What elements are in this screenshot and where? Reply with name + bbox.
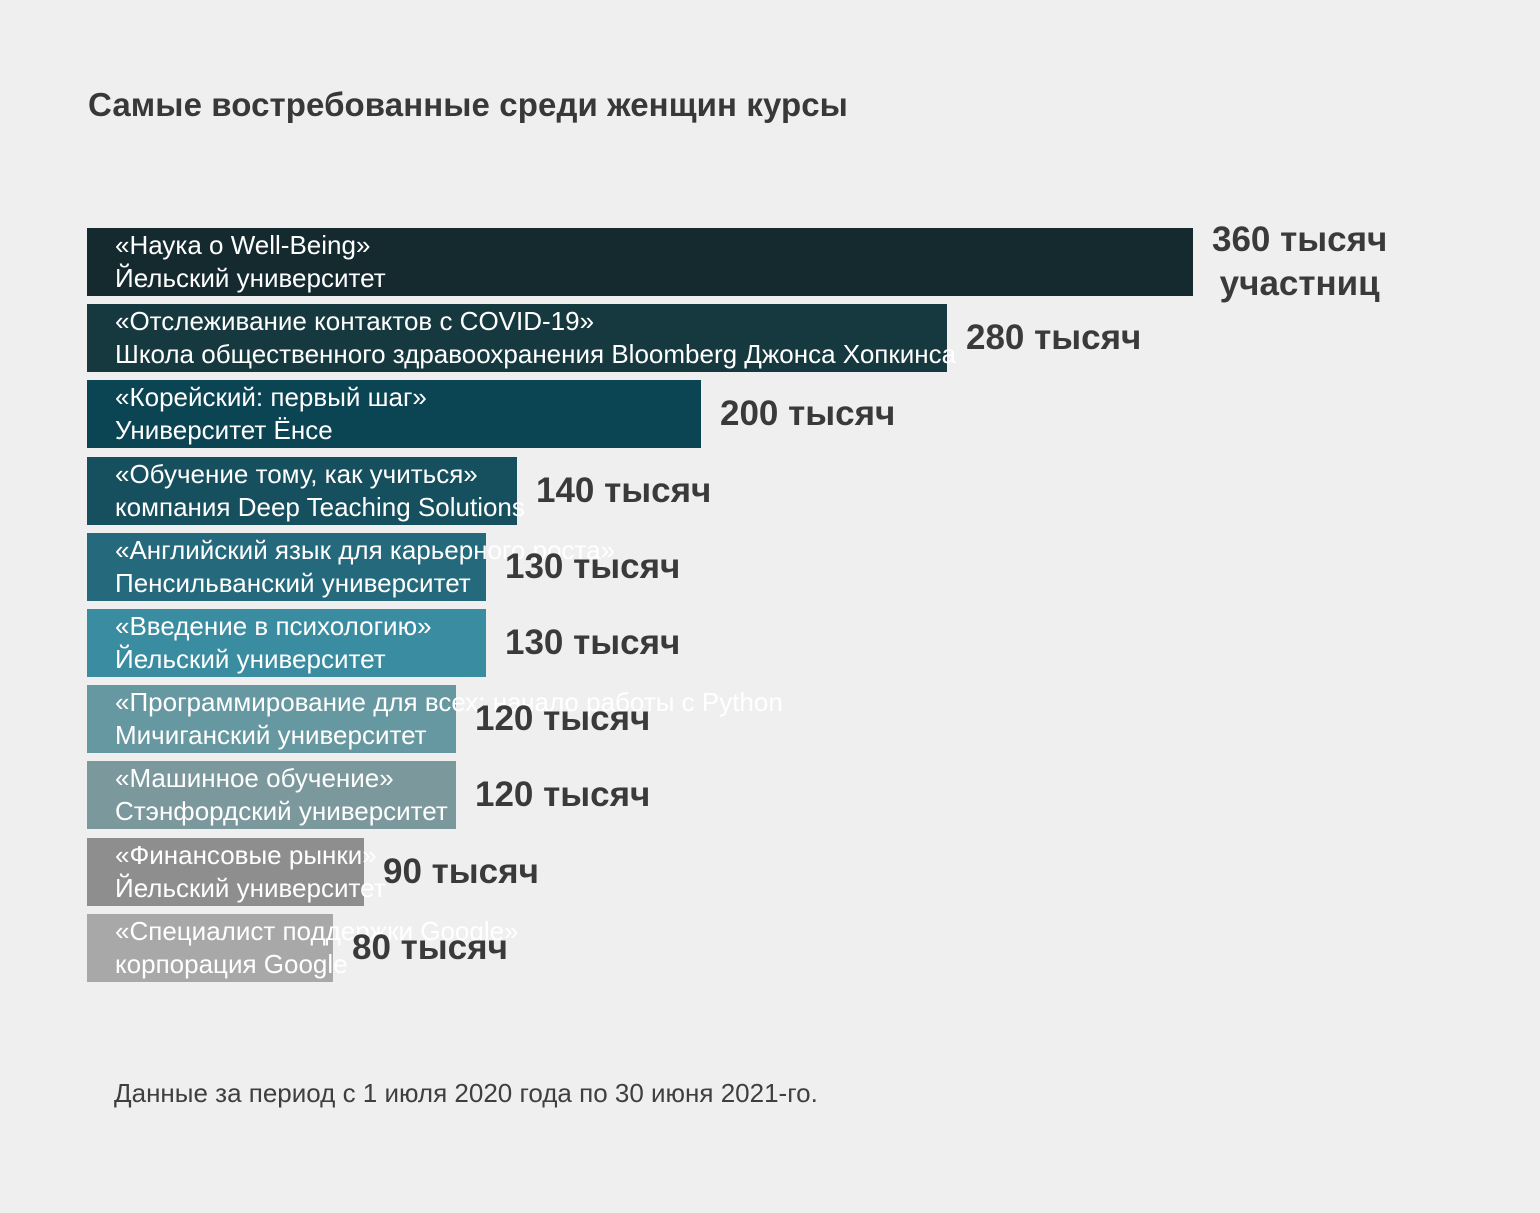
value-label-line: 120 тысяч [475,699,651,738]
bar [87,761,456,829]
course-provider: Йельский университет [115,644,386,674]
bar-value-label: 280 тысяч [966,316,1141,360]
course-provider: Пенсильванский университет [115,568,471,598]
bar [87,838,364,906]
course-provider: Йельский университет [115,873,386,903]
course-name: «Наука о Well-Being» [115,230,371,260]
bar-value-label: 120 тысяч [475,773,650,817]
course-name: «Программирование для всех: начало работ… [115,687,783,717]
value-label-line: 280 тысяч [966,318,1142,357]
course-name: «Машинное обучение» [115,763,394,793]
bar [87,609,486,677]
value-label-line: 140 тысяч [536,471,712,510]
footnote: Данные за период с 1 июля 2020 года по 3… [114,1078,818,1108]
bar-value-label: 140 тысяч [536,469,711,513]
chart-title: Самые востребованные среди женщин курсы [88,86,848,123]
course-name: «Специалист поддержки Google» [115,916,519,946]
value-label-line: 90 тысяч [383,852,539,891]
bar-category-label: «Обучение тому, как учиться» компания Dee… [115,458,525,524]
bar [87,304,947,372]
bar [87,228,1193,296]
bar-value-label: 130 тысяч [505,621,680,665]
value-label-line: 130 тысяч [505,547,681,586]
course-provider: Стэнфордский университет [115,796,448,826]
bar-category-label: «Отслеживание контактов с COVID-19» Школа… [115,305,956,371]
bar-value-label: 80 тысяч [352,926,508,970]
bar [87,685,456,753]
bar [87,380,701,448]
bar-category-label: «Финансовые рынки» Йельский университет [115,839,386,905]
bar-value-label: 360 тысяч участниц [1212,218,1387,306]
bar-value-label: 120 тысяч [475,697,650,741]
bar-category-label: «Машинное обучение» Стэнфордский универси… [115,762,448,828]
course-provider: Йельский университет [115,263,386,293]
value-label-line: 130 тысяч [505,623,681,662]
bar [87,533,486,601]
course-name: «Английский язык для карьерного роста» [115,535,616,565]
bar-category-label: «Английский язык для карьерного роста» Пе… [115,534,615,600]
course-name: «Обучение тому, как учиться» [115,459,478,489]
bar-category-label: «Введение в психологию» Йельский универси… [115,610,432,676]
course-provider: Университет Ёнсе [115,415,333,445]
value-label-line: 200 тысяч [720,394,896,433]
course-name: «Введение в психологию» [115,611,432,641]
value-label-line: 120 тысяч [475,775,651,814]
course-provider: корпорация Google [115,949,348,979]
bar-category-label: «Специалист поддержки Google» корпорация … [115,915,519,981]
bar-category-label: «Наука о Well-Being» Йельский университет [115,229,386,295]
bar [87,914,333,982]
course-name: «Финансовые рынки» [115,840,377,870]
bar-value-label: 130 тысяч [505,545,680,589]
bar-category-label: «Программирование для всех: начало работ… [115,686,783,752]
course-provider: компания Deep Teaching Solutions [115,492,525,522]
value-label-line: 360 тысяч [1212,220,1388,259]
bar-category-label: «Корейский: первый шаг» Университет Ёнсе [115,381,427,447]
course-provider: Школа общественного здравоохранения Bloo… [115,339,957,369]
value-label-line: участниц [1219,264,1380,303]
course-name: «Отслеживание контактов с COVID-19» [115,306,595,336]
value-label-line: 80 тысяч [352,928,508,967]
course-provider: Мичиганский университет [115,720,427,750]
course-name: «Корейский: первый шаг» [115,382,427,412]
bar [87,457,517,525]
bar-value-label: 200 тысяч [720,392,895,436]
bar-value-label: 90 тысяч [383,850,539,894]
